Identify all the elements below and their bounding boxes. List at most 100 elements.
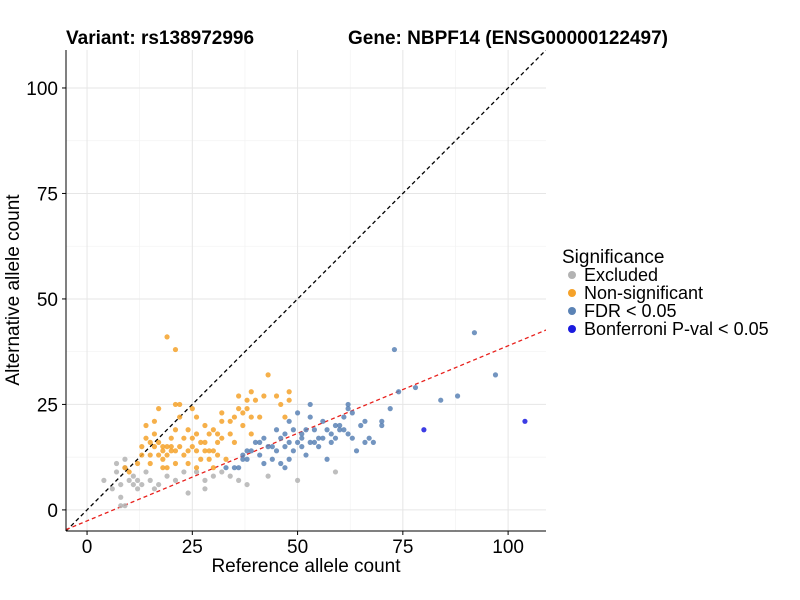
point-non-significant bbox=[185, 427, 191, 433]
point-excluded bbox=[143, 469, 149, 475]
point-non-significant bbox=[244, 397, 250, 403]
point-non-significant bbox=[147, 439, 153, 445]
point-fdr-0-05 bbox=[396, 389, 402, 395]
point-fdr-0-05 bbox=[269, 444, 275, 450]
point-excluded bbox=[227, 473, 233, 479]
point-non-significant bbox=[278, 401, 284, 408]
point-fdr-0-05 bbox=[362, 439, 368, 445]
point-non-significant bbox=[248, 431, 254, 437]
point-non-significant bbox=[202, 448, 208, 454]
point-non-significant bbox=[257, 414, 263, 420]
point-non-significant bbox=[139, 444, 145, 450]
point-non-significant bbox=[210, 448, 216, 454]
point-fdr-0-05 bbox=[337, 427, 343, 433]
point-fdr-0-05 bbox=[324, 456, 330, 462]
point-fdr-0-05 bbox=[492, 372, 499, 378]
y-tick-label: 100 bbox=[26, 79, 58, 100]
point-fdr-0-05 bbox=[282, 444, 288, 450]
point-excluded bbox=[164, 473, 170, 479]
point-non-significant bbox=[227, 418, 233, 424]
point-fdr-0-05 bbox=[282, 431, 288, 437]
point-fdr-0-05 bbox=[278, 460, 284, 467]
point-fdr-0-05 bbox=[332, 422, 339, 429]
point-fdr-0-05 bbox=[294, 439, 301, 445]
point-non-significant bbox=[261, 393, 267, 399]
point-non-significant bbox=[172, 401, 179, 408]
point-fdr-0-05 bbox=[290, 448, 296, 454]
point-non-significant bbox=[181, 452, 187, 458]
point-non-significant bbox=[286, 389, 292, 395]
point-excluded bbox=[126, 477, 132, 483]
point-excluded bbox=[294, 477, 301, 483]
point-fdr-0-05 bbox=[248, 448, 254, 454]
point-fdr-0-05 bbox=[341, 427, 347, 433]
point-non-significant bbox=[160, 456, 166, 462]
point-fdr-0-05 bbox=[299, 444, 305, 450]
point-non-significant bbox=[214, 439, 221, 445]
point-fdr-0-05 bbox=[345, 431, 351, 437]
chart-title-gene: Gene: NBPF14 (ENSG00000122497) bbox=[348, 28, 668, 49]
point-excluded bbox=[130, 481, 136, 488]
point-non-significant bbox=[202, 422, 208, 429]
point-non-significant bbox=[164, 444, 170, 450]
point-fdr-0-05 bbox=[311, 427, 318, 433]
point-non-significant bbox=[156, 439, 162, 445]
point-non-significant bbox=[151, 444, 158, 450]
point-excluded bbox=[139, 481, 145, 488]
point-fdr-0-05 bbox=[324, 427, 330, 433]
point-non-significant bbox=[206, 448, 212, 454]
point-bonferroni-p-val-0-05 bbox=[522, 418, 528, 424]
point-non-significant bbox=[185, 460, 191, 467]
point-fdr-0-05 bbox=[278, 435, 284, 441]
legend: Significance ExcludedNon-significantFDR … bbox=[562, 247, 769, 339]
chart-title-variant: Variant: rs138972996 bbox=[66, 28, 254, 49]
legend-key-fdr-0-05 bbox=[568, 307, 576, 315]
point-non-significant bbox=[223, 456, 229, 462]
point-excluded bbox=[130, 473, 136, 479]
point-fdr-0-05 bbox=[349, 410, 355, 416]
point-non-significant bbox=[219, 410, 225, 416]
point-excluded bbox=[118, 481, 124, 488]
point-non-significant bbox=[168, 448, 174, 454]
point-non-significant bbox=[198, 439, 204, 445]
x-axis-label: Reference allele count bbox=[211, 556, 401, 577]
point-fdr-0-05 bbox=[303, 427, 309, 433]
point-fdr-0-05 bbox=[379, 418, 385, 424]
point-excluded bbox=[134, 477, 141, 483]
y-tick-label: 75 bbox=[37, 184, 58, 205]
point-excluded bbox=[244, 481, 250, 488]
point-fdr-0-05 bbox=[341, 414, 347, 420]
point-non-significant bbox=[227, 431, 233, 437]
point-excluded bbox=[332, 469, 339, 475]
point-fdr-0-05 bbox=[370, 439, 376, 445]
x-tick-label: 75 bbox=[392, 537, 413, 558]
point-fdr-0-05 bbox=[345, 406, 351, 412]
point-non-significant bbox=[177, 414, 183, 420]
point-non-significant bbox=[151, 431, 158, 437]
point-non-significant bbox=[231, 439, 238, 445]
point-non-significant bbox=[122, 465, 128, 471]
point-fdr-0-05 bbox=[353, 448, 360, 454]
point-fdr-0-05 bbox=[307, 414, 313, 420]
point-non-significant bbox=[189, 444, 195, 450]
point-excluded bbox=[193, 469, 200, 475]
point-non-significant bbox=[164, 465, 170, 471]
point-non-significant bbox=[168, 444, 174, 450]
point-fdr-0-05 bbox=[269, 456, 275, 462]
point-bonferroni-p-val-0-05 bbox=[421, 427, 427, 433]
point-fdr-0-05 bbox=[307, 439, 313, 445]
point-non-significant bbox=[156, 452, 162, 458]
point-excluded bbox=[101, 477, 107, 483]
point-non-significant bbox=[160, 448, 166, 454]
point-excluded bbox=[113, 469, 120, 475]
point-non-significant bbox=[160, 465, 166, 471]
point-excluded bbox=[185, 490, 191, 496]
point-excluded bbox=[118, 494, 124, 500]
legend-label-excluded: Excluded bbox=[584, 265, 658, 285]
point-non-significant bbox=[172, 346, 179, 353]
point-non-significant bbox=[193, 431, 200, 437]
y-tick-label: 25 bbox=[37, 395, 58, 416]
point-fdr-0-05 bbox=[240, 456, 246, 462]
point-non-significant bbox=[160, 444, 166, 450]
